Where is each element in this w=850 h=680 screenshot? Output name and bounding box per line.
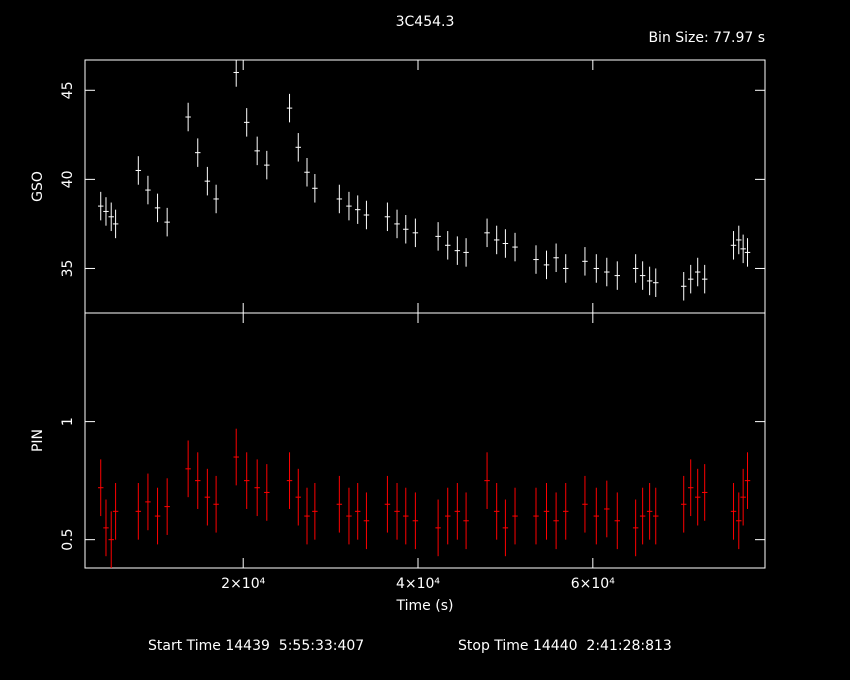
- y-tick-label: 0.5: [60, 529, 76, 551]
- y-tick-label: 40: [60, 170, 76, 188]
- y-axis-label: GSO: [30, 171, 46, 202]
- stop-time: Stop Time 14440 2:41:28:813: [458, 638, 672, 654]
- y-tick-label: 35: [60, 260, 76, 278]
- chart-title: 3C454.3: [396, 14, 455, 30]
- x-tick-label: 2×10⁴: [221, 576, 265, 592]
- y-tick-label: 45: [60, 81, 76, 99]
- start-time: Start Time 14439 5:55:33:407: [148, 638, 364, 654]
- panel-frame: [84, 59, 766, 314]
- x-axis-label: Time (s): [396, 598, 454, 614]
- panel-frame: [84, 312, 766, 569]
- y-axis-label: PIN: [30, 429, 46, 452]
- x-tick-label: 6×10⁴: [571, 576, 615, 592]
- bin-size: Bin Size: 77.97 s: [648, 30, 765, 46]
- x-tick-label: 4×10⁴: [396, 576, 440, 592]
- y-tick-label: 1: [60, 417, 76, 426]
